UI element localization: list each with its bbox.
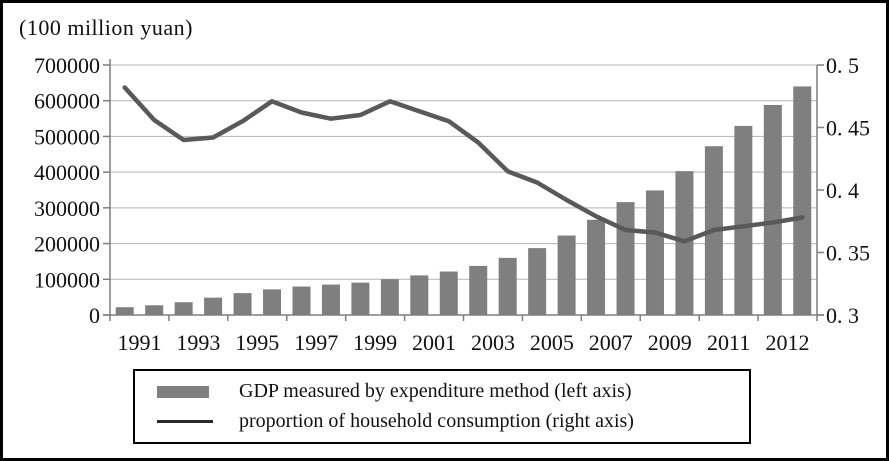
bar-2008 — [616, 202, 635, 315]
x-axis-label: 1999 — [353, 330, 397, 355]
left-axis-tick-label: 100000 — [34, 267, 100, 292]
legend-row-proportion: proportion of household consumption (rig… — [157, 410, 749, 433]
left-axis-unit-label: (100 million yuan) — [19, 15, 193, 40]
right-axis-tick-label: 0. 3 — [826, 303, 859, 328]
left-axis-tick-label: 700000 — [34, 53, 100, 78]
x-axis-label: 1993 — [176, 330, 220, 355]
chart-canvas: 700000 600000 500000 400000 300000 200000 1000… — [34, 53, 870, 355]
x-axis-label: 2007 — [589, 330, 633, 355]
legend-box: GDP measured by expenditure method (left… — [133, 369, 751, 444]
right-axis-tick-label: 0. 45 — [826, 116, 870, 141]
left-axis-tick-label: 200000 — [34, 232, 100, 257]
bar-2004 — [498, 257, 517, 315]
x-axis-label: 2012 — [766, 330, 810, 355]
proportion-line — [122, 85, 805, 244]
left-axis-tick-label: 600000 — [34, 89, 100, 114]
right-axis-tick-label: 0. 5 — [826, 53, 859, 78]
bar-1994 — [204, 297, 223, 315]
bar-2005 — [528, 248, 547, 315]
bar-1991 — [115, 307, 134, 315]
x-axis-label: 1997 — [294, 330, 338, 355]
legend-bar-swatch-icon — [157, 385, 209, 398]
left-axis-tick-label: 400000 — [34, 160, 100, 185]
bar-1998 — [321, 284, 340, 315]
bar-2013 — [763, 105, 782, 315]
bar-2003 — [469, 265, 488, 315]
legend-label-proportion: proportion of household consumption (rig… — [239, 410, 634, 432]
legend-label-gdp: GDP measured by expenditure method (left… — [239, 380, 632, 402]
left-axis-tick-label: 500000 — [34, 124, 100, 149]
bar-2001 — [410, 275, 429, 315]
bar-1996 — [263, 289, 282, 315]
legend-row-gdp: GDP measured by expenditure method (left… — [157, 380, 749, 403]
x-axis-label: 1991 — [117, 330, 161, 355]
bar-1995 — [233, 293, 252, 315]
bar-1997 — [292, 286, 311, 315]
bar-1999 — [351, 282, 370, 315]
x-axis-label: 1995 — [235, 330, 279, 355]
x-axis-label: 2009 — [648, 330, 692, 355]
x-axis-label: 2011 — [707, 330, 750, 355]
bar-2014 — [793, 86, 812, 315]
bar-2000 — [380, 279, 399, 315]
legend-line-swatch-icon — [157, 420, 213, 423]
left-axis-tick-label: 0 — [89, 303, 100, 328]
bar-2006 — [557, 235, 576, 315]
right-axis-tick-label: 0. 4 — [826, 178, 859, 203]
bar-2007 — [587, 219, 606, 315]
x-axis-label: 2003 — [471, 330, 515, 355]
left-axis-tick-label: 300000 — [34, 196, 100, 221]
bar-2012 — [734, 125, 753, 315]
x-axis-label: 2005 — [530, 330, 574, 355]
bar-1993 — [174, 302, 193, 315]
x-axis-label: 2001 — [412, 330, 456, 355]
bar-1992 — [145, 305, 164, 315]
bar-2009 — [645, 190, 664, 315]
bar-2002 — [439, 271, 458, 315]
right-axis-tick-label: 0. 35 — [826, 241, 870, 266]
